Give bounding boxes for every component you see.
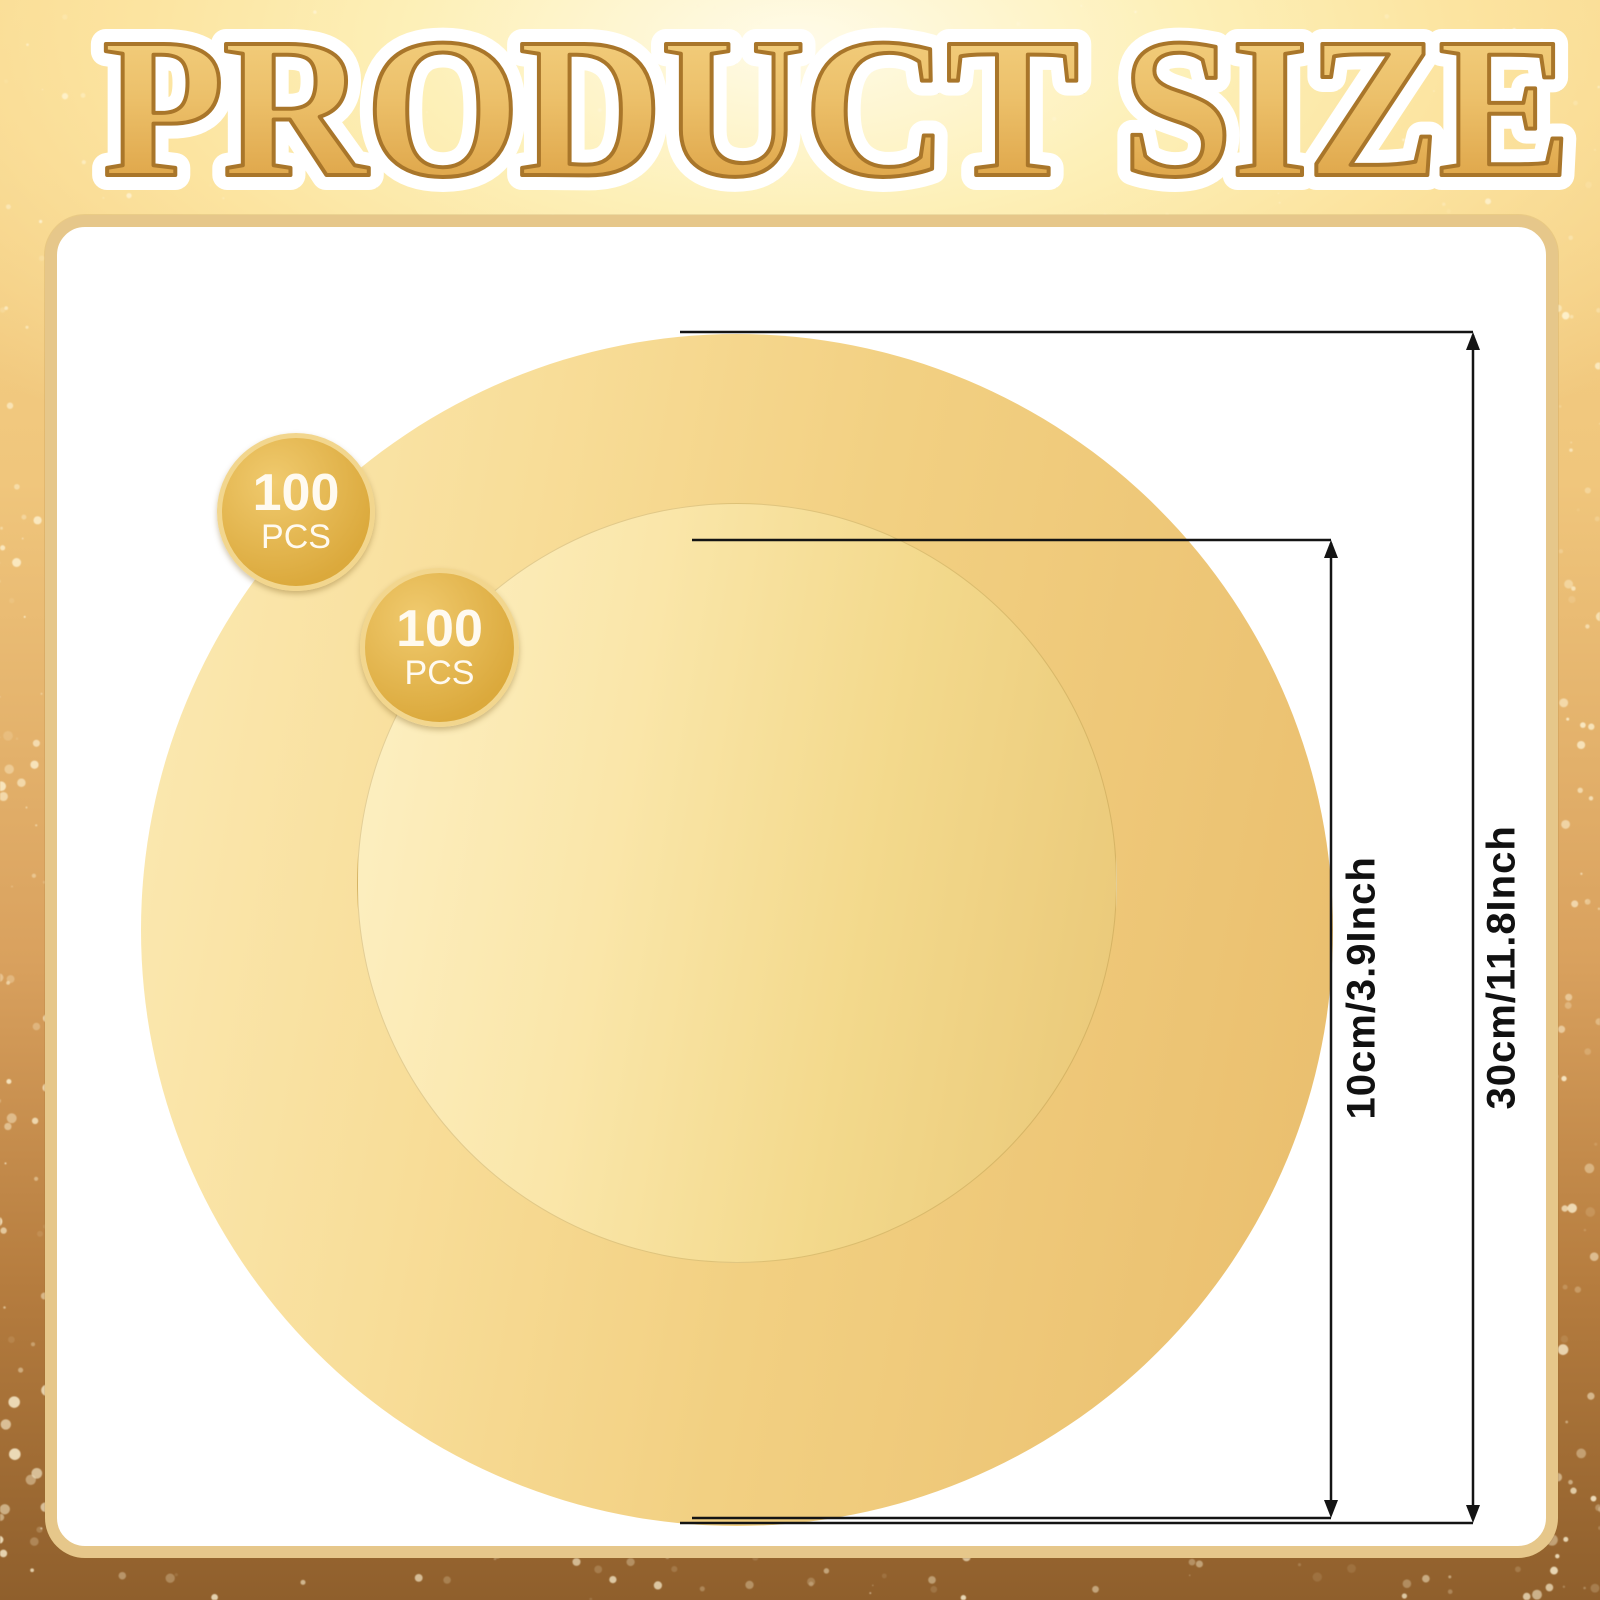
svg-text:PRODUCT SIZE: PRODUCT SIZE [102, 0, 1569, 219]
